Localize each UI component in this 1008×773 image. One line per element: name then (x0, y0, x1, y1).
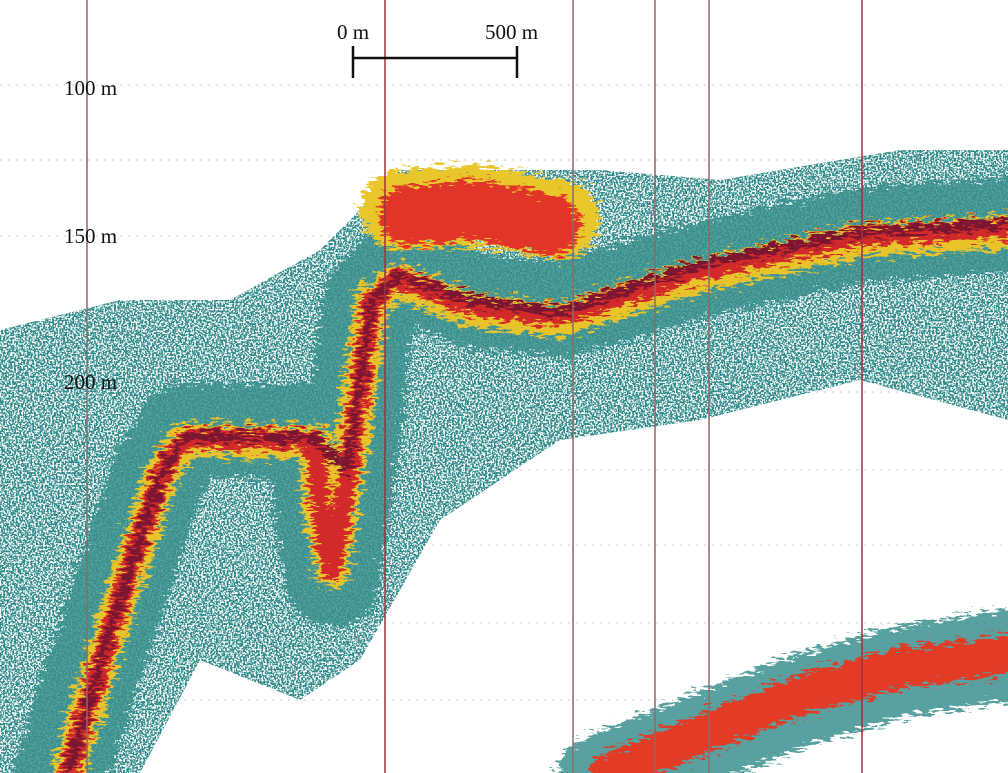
upper-school (410, 210, 550, 225)
depth-label: 100 m (64, 76, 117, 100)
depth-label: 200 m (64, 370, 117, 394)
scale-start-label: 0 m (337, 20, 369, 44)
depth-label: 150 m (64, 224, 117, 248)
scale-end-label: 500 m (485, 20, 538, 44)
echogram: 0 m 500 m 100 m 150 m 200 m (0, 0, 1008, 773)
page: 0 m 500 m 100 m 150 m 200 m (() => { con… (0, 0, 1008, 773)
